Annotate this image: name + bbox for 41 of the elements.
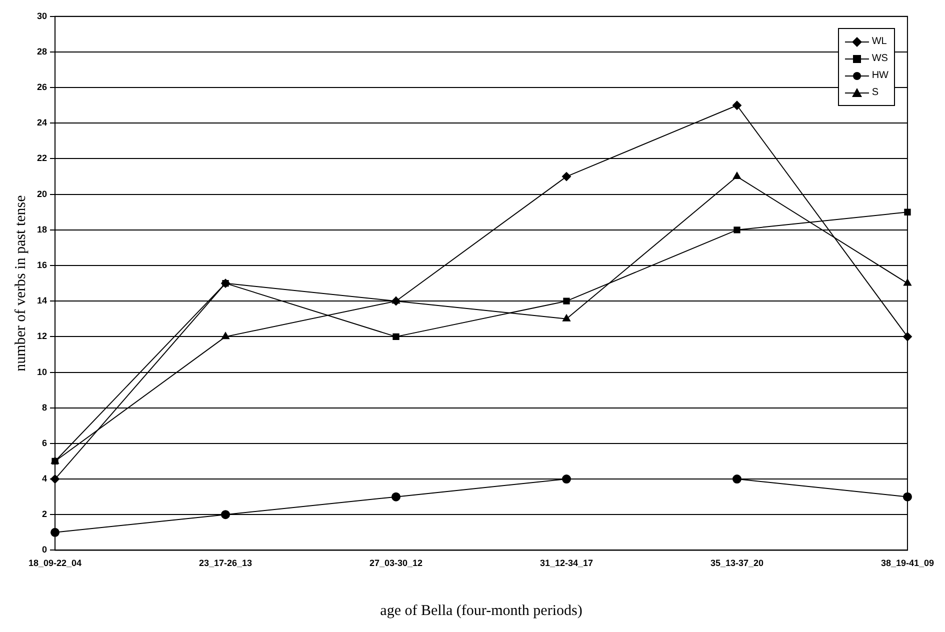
legend-label: WL bbox=[872, 36, 887, 48]
point bbox=[221, 510, 230, 520]
x-tick-label: 23_17-26_13 bbox=[198, 558, 252, 568]
y-tick-label: 28 bbox=[36, 46, 48, 56]
point bbox=[222, 332, 230, 340]
x-tick-label: 27_03-30_12 bbox=[369, 558, 423, 568]
point bbox=[734, 226, 740, 234]
x-tick-label: 18_09-22_04 bbox=[28, 558, 82, 568]
x-tick-label: 31_12-34_17 bbox=[540, 558, 594, 568]
y-tick-label: 14 bbox=[36, 296, 48, 306]
point bbox=[563, 298, 570, 304]
y-tick-label: 22 bbox=[36, 153, 48, 164]
y-axis-title: number of verbs in past tense bbox=[12, 194, 29, 372]
legend-label: WS bbox=[872, 53, 888, 64]
y-tick-label: 4 bbox=[42, 474, 48, 484]
y-tick-label: 18 bbox=[36, 224, 48, 234]
legend-label: S bbox=[872, 87, 878, 98]
point bbox=[904, 208, 911, 216]
point bbox=[562, 474, 571, 484]
point bbox=[391, 492, 400, 502]
y-tick-label: 10 bbox=[36, 366, 48, 377]
y-tick-label: 26 bbox=[36, 82, 48, 92]
point bbox=[732, 474, 742, 484]
y-tick-label: 0 bbox=[42, 544, 48, 555]
x-axis-title: age of Bella (four-month periods) bbox=[380, 602, 582, 619]
y-tick-label: 16 bbox=[36, 260, 48, 270]
y-tick-label: 20 bbox=[36, 188, 48, 199]
y-tick-label: 24 bbox=[36, 118, 48, 128]
x-tick-label: 38_19-41_09 bbox=[880, 558, 934, 568]
point bbox=[562, 314, 570, 322]
y-tick-label: 2 bbox=[42, 509, 48, 520]
y-tick-label: 8 bbox=[42, 402, 48, 412]
point bbox=[392, 333, 400, 340]
y-tick-label: 30 bbox=[36, 10, 48, 21]
y-tick-label: 12 bbox=[36, 331, 48, 342]
x-tick-label: 35_13-37_20 bbox=[710, 558, 764, 568]
y-tick-label: 6 bbox=[42, 438, 48, 448]
legend-label: HW bbox=[872, 70, 888, 82]
point bbox=[562, 172, 571, 182]
point bbox=[733, 172, 741, 180]
point bbox=[732, 100, 742, 110]
